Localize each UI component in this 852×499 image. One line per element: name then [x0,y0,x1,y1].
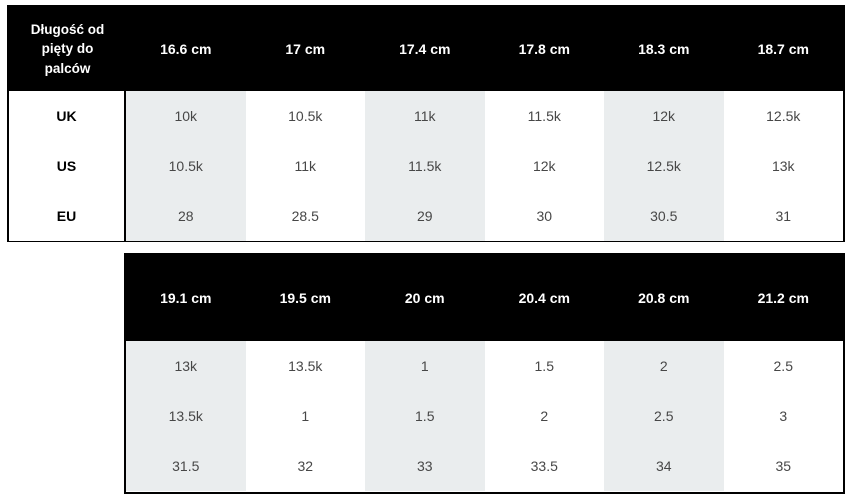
column-header-length: 17.8 cm [518,40,570,57]
size-cell: 2.5 [604,391,724,441]
size-cell: 29 [365,191,485,241]
size-cell: 32 [245,441,365,491]
size-cell: 1 [365,341,485,391]
size-cell: 31.5 [126,441,246,491]
column-header-length: 20.4 cm [518,289,570,306]
size-cell: 11.5k [365,141,485,191]
row-label-us: US [9,141,126,191]
size-cell: 1 [245,391,365,441]
column-header-length: 21.2 cm [757,289,809,306]
size-chart-table-small: Długość od pięty do palców 16.6 cm 17 cm… [7,5,845,242]
table-1-header-row: Długość od pięty do palców 16.6 cm 17 cm… [9,7,843,91]
column-header-length: 20 cm [404,289,445,306]
column-header-length: 20.8 cm [638,289,690,306]
size-cell: 28.5 [245,191,365,241]
size-cell: 12.5k [723,91,843,141]
size-cell: 13k [126,341,246,391]
size-cell: 12.5k [604,141,724,191]
size-cell: 10.5k [245,91,365,141]
size-cell: 13.5k [126,391,246,441]
size-cell: 10.5k [126,141,246,191]
heel-to-toe-length-label: Długość od pięty do palców [30,21,105,76]
size-cell: 13.5k [245,341,365,391]
column-header-length: 17.4 cm [399,40,451,57]
size-cell: 3 [723,391,843,441]
row-label-eu: EU [9,191,126,241]
size-cell: 34 [604,441,724,491]
column-header-length: 19.5 cm [279,289,331,306]
column-header-length: 16.6 cm [160,40,212,57]
table-2-header-row: 19.1 cm 19.5 cm 20 cm 20.4 cm 20.8 cm 21… [126,255,843,341]
size-cell: 1.5 [484,341,604,391]
size-cell: 33 [365,441,485,491]
size-cell: 31 [723,191,843,241]
size-cell: 12k [604,91,724,141]
column-header-length: 18.3 cm [638,40,690,57]
size-cell: 30 [484,191,604,241]
row-label-uk: UK [9,91,126,141]
size-cell: 11k [365,91,485,141]
size-cell: 33.5 [484,441,604,491]
size-cell: 11k [245,141,365,191]
table-1-body: UK 10k 10.5k 11k 11.5k 12k 12.5k US 10.5… [9,91,843,241]
size-cell: 35 [723,441,843,491]
size-cell: 11.5k [484,91,604,141]
column-header-length: 19.1 cm [160,289,212,306]
column-header-length: 17 cm [285,40,326,57]
size-cell: 2 [484,391,604,441]
column-header-length: 18.7 cm [757,40,809,57]
size-cell: 2.5 [723,341,843,391]
size-cell: 30.5 [604,191,724,241]
size-cell: 10k [126,91,246,141]
size-cell: 12k [484,141,604,191]
size-cell: 1.5 [365,391,485,441]
size-cell: 28 [126,191,246,241]
table-2-body: 13k 13.5k 1 1.5 2 2.5 13.5k 1 1.5 2 2.5 … [126,341,843,491]
size-cell: 13k [723,141,843,191]
size-cell: 2 [604,341,724,391]
size-chart-table-large: 19.1 cm 19.5 cm 20 cm 20.4 cm 20.8 cm 21… [124,253,845,494]
